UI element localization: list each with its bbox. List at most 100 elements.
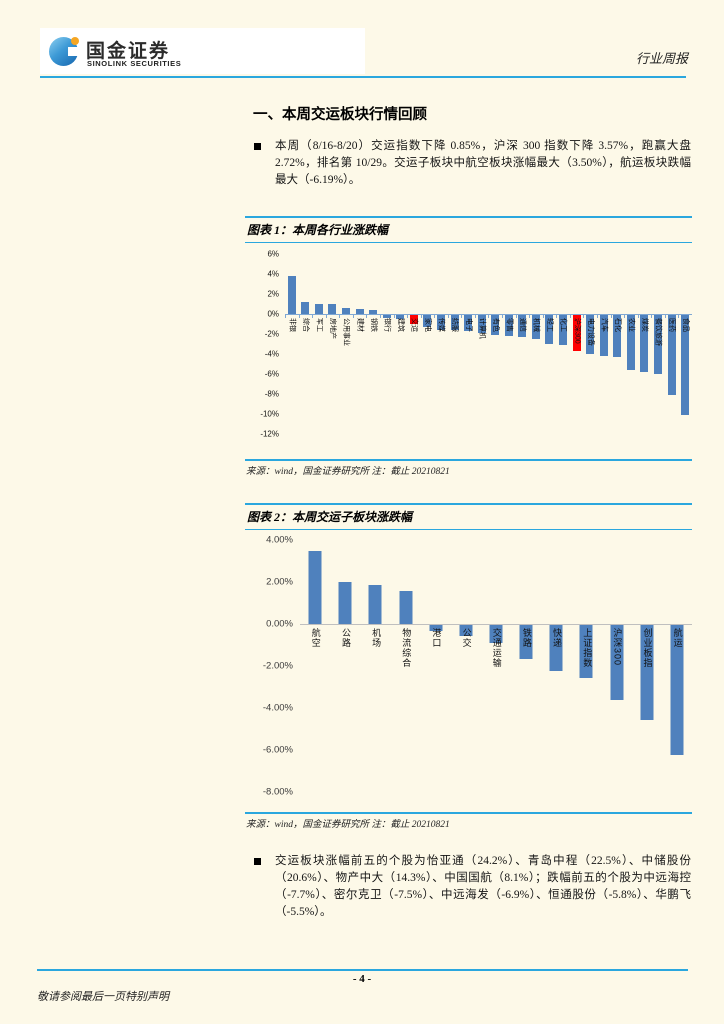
bar-slot-港口: 港口	[421, 540, 451, 792]
bar-slot-化工: 化工	[556, 254, 570, 434]
y-tick-label: 0.00%	[266, 618, 293, 630]
bar-slot-钢铁: 钢铁	[366, 254, 380, 434]
bar-slot-军工: 军工	[312, 254, 326, 434]
bar-slot-公路: 公路	[330, 540, 360, 792]
axis-tick-icon	[434, 314, 436, 318]
category-label: 快递	[552, 628, 563, 648]
bar-slot-航空: 航空	[300, 540, 330, 792]
y-tick-label: 6%	[267, 249, 279, 259]
category-label: 轻工	[546, 318, 554, 332]
axis-tick-icon	[529, 314, 531, 318]
bar-轻工	[545, 315, 554, 344]
axis-tick-icon	[678, 314, 680, 318]
category-label: 有色	[491, 318, 499, 332]
category-label: 食品	[681, 318, 689, 332]
category-label: 石化	[613, 318, 621, 332]
bullet-square-icon	[254, 858, 261, 865]
axis-tick-icon	[312, 314, 314, 318]
category-label: 交通运输	[491, 628, 502, 668]
bar-建材	[355, 309, 364, 314]
y-tick-label: 0%	[267, 309, 279, 319]
category-label: 非银	[288, 318, 296, 332]
axis-tick-icon	[461, 314, 463, 318]
bar-slot-有色: 有色	[488, 254, 502, 434]
bar-医药	[667, 315, 676, 395]
bar-计算机	[477, 315, 486, 333]
figure2-title: 图表 2：本周交运子板块涨跌幅	[245, 503, 692, 530]
bar-slot-建材: 建材	[352, 254, 367, 434]
category-label: 钢铁	[369, 318, 377, 332]
axis-tick-icon	[664, 314, 666, 318]
bar-创业板指	[640, 625, 654, 720]
category-label: 计算机	[478, 318, 486, 339]
axis-tick-icon	[379, 314, 381, 318]
y-tick-label: -4%	[264, 349, 279, 359]
bar-石化	[613, 315, 622, 357]
bar-沪深300	[610, 625, 624, 700]
axis-tick-icon	[339, 314, 341, 318]
bar-餐饮旅游	[653, 315, 662, 374]
bar-公路	[338, 582, 352, 624]
bar-交运	[409, 315, 418, 324]
bar-航空	[308, 550, 322, 624]
category-label: 沪深300	[573, 318, 581, 344]
category-label: 煤炭	[641, 318, 649, 332]
brand-name-en: SINOLINK SECURITIES	[87, 59, 182, 68]
plot-area: 非银 综合 军工 房地产 公用事业 建材 钢铁 银行 建筑 交运 家电 传媒 纺服 电子 计算机 有色 零售 通信…	[285, 254, 692, 434]
y-tick-label: 2.00%	[266, 576, 293, 588]
bar-slot-上证指数: 上证指数	[571, 540, 601, 792]
bar-机场	[368, 585, 382, 624]
axis-tick-icon	[637, 314, 639, 318]
bar-slot-纺服: 纺服	[447, 254, 462, 434]
bar-slot-电子: 电子	[461, 254, 475, 434]
figure2-bottom-divider	[245, 812, 692, 814]
axis-tick-icon	[542, 314, 544, 318]
bar-slot-机场: 机场	[360, 540, 390, 792]
axis-tick-icon	[447, 314, 449, 318]
axis-tick-icon	[651, 314, 653, 318]
category-label: 纺服	[451, 318, 459, 332]
bar-非银	[287, 276, 296, 314]
bar-slot-煤炭: 煤炭	[637, 254, 652, 434]
axis-tick-icon	[569, 314, 571, 318]
page-number: - 4 -	[352, 973, 372, 985]
category-label: 通信	[519, 318, 527, 332]
category-label: 港口	[431, 628, 442, 648]
category-label: 电子	[464, 318, 472, 332]
y-tick-label: 4.00%	[266, 534, 293, 546]
bar-钢铁	[369, 310, 378, 314]
category-label: 物流综合	[401, 628, 412, 668]
bar-slot-通信: 通信	[515, 254, 530, 434]
bar-军工	[314, 304, 323, 314]
axis-tick-icon	[583, 314, 585, 318]
bar-slot-交通运输: 交通运输	[481, 540, 511, 792]
axis-tick-icon	[352, 314, 354, 318]
bar-铁路	[519, 625, 533, 659]
axis-tick-icon	[556, 314, 558, 318]
axis-tick-icon	[407, 314, 409, 318]
category-label: 综合	[302, 318, 310, 332]
bar-slot-银行: 银行	[379, 254, 394, 434]
bar-slot-航运: 航运	[662, 540, 692, 792]
bar-slot-沪深300: 沪深300	[602, 540, 632, 792]
bar-slot-机械: 机械	[529, 254, 543, 434]
bar-slot-非银: 非银	[285, 254, 299, 434]
logo-notch	[68, 47, 80, 56]
bar-农业	[626, 315, 635, 370]
y-tick-label: -10%	[260, 409, 279, 419]
bar-slot-传媒: 传媒	[434, 254, 448, 434]
bar-港口	[429, 625, 443, 632]
bar-交通运输	[489, 625, 503, 643]
category-label: 公交	[461, 628, 472, 648]
axis-tick-icon	[474, 314, 476, 318]
bar-slot-医药: 医药	[664, 254, 679, 434]
category-label: 公路	[340, 628, 351, 648]
bar-汽车	[599, 315, 608, 356]
footer-divider	[37, 969, 688, 971]
bar-快递	[549, 625, 563, 672]
category-label: 沪深300	[612, 628, 623, 667]
bar-slot-家电: 家电	[420, 254, 435, 434]
bullet-square-icon	[254, 143, 261, 150]
bar-电子	[464, 315, 473, 331]
bar-slot-汽车: 汽车	[596, 254, 611, 434]
